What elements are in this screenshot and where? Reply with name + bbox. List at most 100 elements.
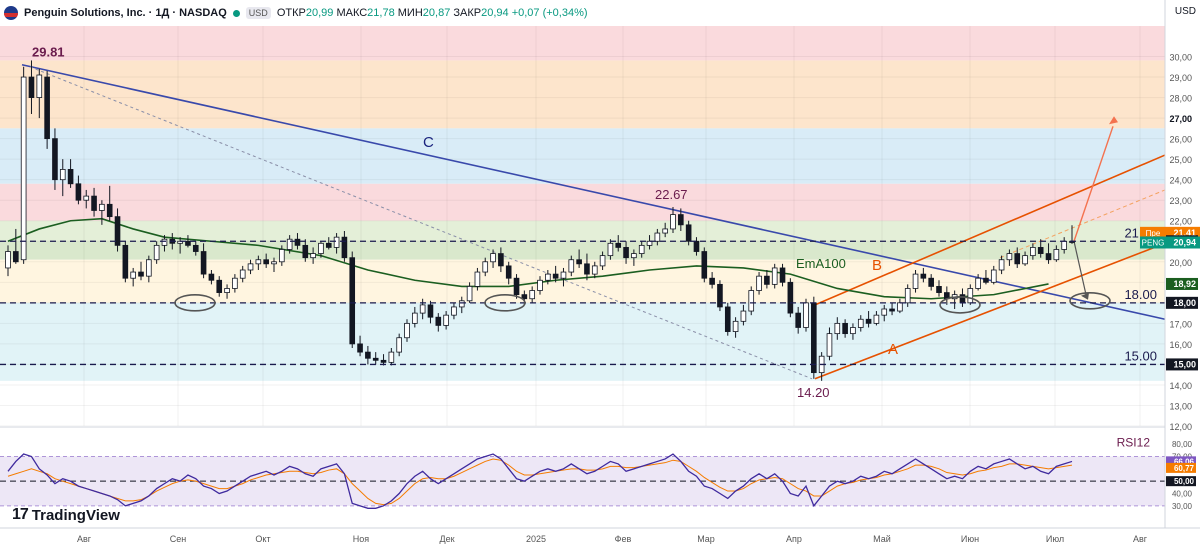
candles: [5, 60, 1075, 381]
candle-body: [365, 351, 371, 359]
price-tick: 27,00: [1169, 114, 1192, 124]
candle-body: [67, 169, 74, 185]
open-label: ОТКР: [276, 7, 306, 19]
price-tick: 23,00: [1169, 196, 1192, 206]
candle-body: [216, 279, 223, 293]
candle-body: [990, 269, 997, 283]
rsi-panel: RSI12: [0, 426, 1165, 528]
fib-band: [0, 36, 1165, 61]
candle-body: [122, 244, 129, 279]
candle-body: [388, 351, 395, 363]
price-label-bg: [1166, 296, 1198, 309]
candle-body: [372, 357, 379, 361]
currency-badge: USD: [245, 7, 271, 19]
price-tag-text: PENG: [1142, 238, 1165, 247]
symbol-title[interactable]: Penguin Solutions, Inc. · 1Д · NASDAQ: [24, 7, 227, 19]
candle-body: [185, 240, 191, 246]
trend-lines: [21, 63, 1166, 380]
rsi-tick: 30,00: [1172, 502, 1193, 511]
time-tick: Окт: [255, 534, 270, 544]
support-ellipse: [174, 294, 216, 312]
candle-body: [685, 224, 692, 242]
candle-body: [271, 261, 277, 265]
candle-body: [161, 238, 168, 246]
candle-body: [5, 251, 11, 269]
candle-body: [224, 288, 230, 293]
close-label: ЗАКР: [453, 7, 482, 19]
candle-body: [842, 322, 848, 335]
axis-currency[interactable]: USD: [1174, 6, 1196, 17]
rsi-label-bg: [1166, 476, 1196, 487]
time-tick: Дек: [439, 534, 454, 544]
ema100-path: [7, 217, 1049, 300]
candle-body: [99, 203, 105, 211]
market-status-icon: [232, 9, 240, 17]
candle-body: [928, 277, 934, 287]
candle-body: [466, 286, 473, 302]
candle-body: [490, 253, 496, 263]
time-tick: Ноя: [353, 534, 370, 544]
candle-body: [1006, 253, 1013, 261]
chart-header: Penguin Solutions, Inc. · 1Д · NASDAQ US…: [0, 0, 588, 26]
candle-body: [521, 294, 528, 300]
candle-body: [889, 308, 895, 312]
candle-body: [396, 337, 402, 353]
tradingview-logo[interactable]: 17 TradingView: [12, 506, 120, 524]
candle-body: [427, 304, 434, 318]
candle-body: [412, 312, 418, 324]
candle-body: [302, 244, 309, 259]
time-tick: Фев: [615, 534, 632, 544]
candle-body: [482, 261, 489, 273]
candle-body: [740, 310, 747, 322]
candle-body: [1037, 247, 1044, 254]
fib-band: [0, 26, 1165, 36]
time-tick: 2025: [526, 534, 546, 544]
price-tick: 29,00: [1169, 73, 1192, 83]
price-tick: 24,00: [1169, 176, 1192, 186]
time-tick: Мар: [697, 534, 715, 544]
fib-diagonal: [29, 66, 813, 380]
candle-body: [920, 273, 927, 279]
time-axis-bg: [0, 528, 1200, 552]
price-tick: 25,00: [1169, 155, 1192, 165]
close-value: 20,94: [481, 7, 509, 19]
wave-label-a: A: [888, 341, 898, 358]
annotation-high: 29.81: [32, 44, 65, 59]
candle-body: [897, 302, 903, 312]
change-value: +0,07 (+0,34%): [511, 7, 588, 19]
candle-body: [983, 277, 989, 283]
time-tick: Апр: [786, 534, 802, 544]
rsi-label: RSI12: [1117, 436, 1151, 450]
candle-body: [91, 195, 97, 211]
candle-body: [208, 273, 215, 281]
time-tick: Авг: [77, 534, 92, 544]
rsi-label-bg: [1166, 456, 1196, 467]
candle-body: [654, 232, 661, 242]
candle-body: [959, 294, 966, 304]
price-axis[interactable]: 12,0013,0014,0015,0016,0017,0018,0019,00…: [1140, 0, 1200, 552]
candle-body: [709, 277, 715, 285]
candle-body: [998, 259, 1005, 271]
candle-body: [310, 253, 316, 259]
candle-body: [1014, 253, 1021, 265]
time-tick: Июл: [1046, 534, 1064, 544]
candle-body: [834, 322, 841, 335]
price-tick: 17,00: [1169, 319, 1192, 329]
candle-body: [1045, 253, 1052, 261]
tradingview-text: TradingView: [31, 506, 120, 524]
fib-band: [0, 259, 1165, 303]
price-label-bg: [1166, 236, 1200, 249]
channel-upper-b: [814, 154, 1166, 306]
price-tick: 30,00: [1169, 53, 1192, 63]
target-arrow-up: [1073, 126, 1114, 242]
tradingview-icon: 17: [12, 506, 29, 523]
candle-body: [138, 271, 144, 277]
candle-body: [584, 263, 590, 275]
fib-band: [0, 302, 1165, 381]
level-label: 15.00: [1124, 348, 1157, 363]
price-tick: 14,00: [1169, 381, 1192, 391]
time-axis[interactable]: Авг Сен Окт Ноя Дек 2025 Фев Мар Апр Май Июн Июл Авг: [0, 527, 1200, 552]
candle-body: [771, 267, 778, 285]
